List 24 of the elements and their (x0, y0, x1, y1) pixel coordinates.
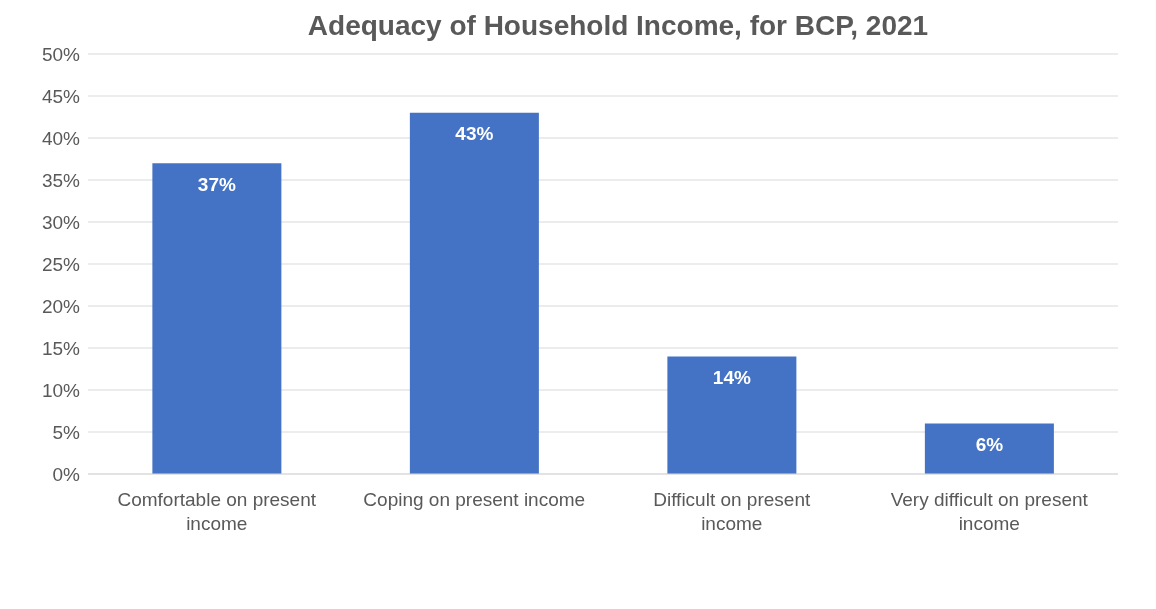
x-tick-label: Comfortable on present income (117, 489, 317, 534)
y-tick-label: 45% (41, 85, 81, 107)
bar (667, 356, 797, 474)
y-tick-label: 30% (41, 211, 81, 233)
y-tick-label: 5% (52, 421, 81, 443)
y-tick-label: 20% (41, 295, 81, 317)
x-tick-label: Difficult on present income (653, 489, 811, 534)
bar (152, 163, 282, 474)
y-tick-label: 50% (41, 43, 81, 65)
chart-title: Adequacy of Household Income, for BCP, 2021 (306, 9, 930, 43)
bar (409, 112, 539, 474)
x-tick-label: Very difficult on present income (890, 489, 1089, 534)
bar (924, 423, 1054, 474)
data-label: 14% (712, 366, 751, 388)
y-tick-label: 0% (52, 463, 81, 485)
y-tick-label: 40% (41, 127, 81, 149)
y-tick-label: 10% (41, 379, 81, 401)
data-label: 43% (455, 123, 494, 145)
y-tick-label: 15% (41, 337, 81, 359)
data-label: 37% (197, 173, 236, 195)
data-label: 6% (975, 434, 1004, 456)
y-tick-label: 35% (41, 169, 81, 191)
x-tick-label: Coping on present income (363, 489, 586, 510)
y-tick-label: 25% (41, 253, 81, 275)
